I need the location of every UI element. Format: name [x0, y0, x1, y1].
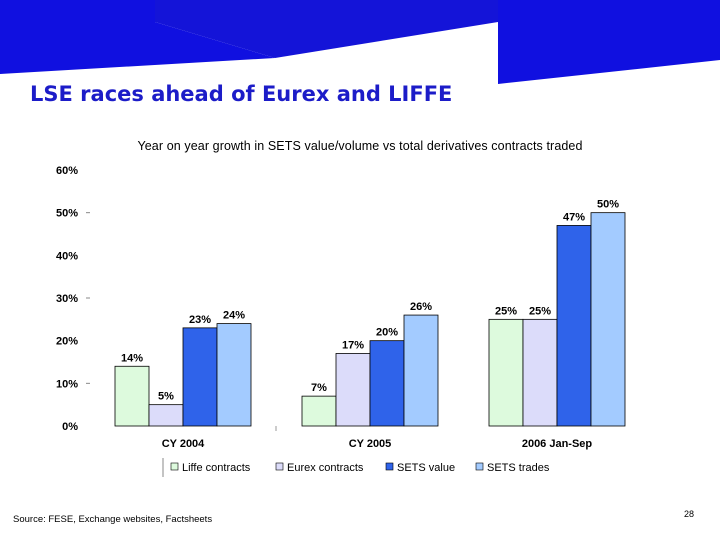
page-number: 28: [684, 509, 695, 519]
y-tick-label: 0%: [62, 421, 78, 433]
data-label: 25%: [529, 305, 551, 317]
bar-sets-value-1: [369, 340, 405, 427]
legend-label: Liffe contracts: [182, 462, 251, 474]
y-tick-label: 20%: [56, 336, 78, 348]
x-axis-categories: CY 2004 CY 2005 2006 Jan-Sep: [162, 426, 593, 450]
data-label: 50%: [597, 199, 619, 211]
bar-sets-trades-0: [216, 323, 252, 427]
legend-swatch: [275, 462, 284, 471]
data-label: 26%: [410, 301, 432, 313]
data-label: 23%: [189, 314, 211, 326]
bar-sets-trades-2: [590, 212, 626, 427]
source-note: Source: FESE, Exchange websites, Factshe…: [13, 514, 213, 525]
bar-eurex-contracts-1: [335, 353, 371, 427]
y-tick-label: 60%: [56, 165, 78, 177]
header-banner: [0, 0, 720, 84]
data-label: 25%: [495, 305, 517, 317]
bar-sets-value-0: [182, 327, 218, 427]
x-category-label: 2006 Jan-Sep: [522, 438, 593, 450]
x-category-label: CY 2005: [349, 438, 392, 450]
bar-liffe-contracts-0: [114, 365, 150, 427]
legend-swatch: [475, 462, 484, 471]
data-label: 14%: [121, 352, 143, 364]
legend-swatch: [170, 462, 179, 471]
banner-shape-left: [0, 0, 275, 74]
bar-eurex-contracts-0: [148, 404, 184, 427]
y-tick-label: 50%: [56, 208, 78, 220]
y-axis-ticks: 0% 10% 20% 30% 40% 50% 60%: [56, 165, 90, 433]
x-category-label: CY 2004: [162, 438, 205, 450]
legend-label: SETS value: [397, 462, 455, 474]
y-tick-label: 10%: [56, 378, 78, 390]
data-label: 17%: [342, 339, 364, 351]
legend-swatch: [385, 462, 394, 471]
banner-shape-right: [498, 0, 720, 84]
data-label: 20%: [376, 327, 398, 339]
slide-title: LSE races ahead of Eurex and LIFFE: [30, 82, 453, 106]
bar-sets-value-2: [556, 225, 592, 427]
legend-label: SETS trades: [487, 462, 550, 474]
legend: Liffe contracts Eurex contracts SETS value…: [162, 458, 550, 477]
bar-liffe-contracts-2: [488, 318, 524, 427]
bar-liffe-contracts-1: [301, 395, 337, 427]
chart-title: Year on year growth in SETS value/volume…: [137, 139, 583, 153]
legend-label: Eurex contracts: [287, 462, 364, 474]
data-label: 5%: [158, 391, 174, 403]
data-label: 47%: [563, 211, 585, 223]
bar-eurex-contracts-2: [522, 318, 558, 427]
data-label: 7%: [311, 382, 327, 394]
data-label: 24%: [223, 310, 245, 322]
bar-sets-trades-1: [403, 314, 439, 427]
chart-bars: [114, 212, 626, 427]
data-labels: 14% 7% 25% 5% 17% 25% 23% 20% 47% 24% 26% 50%: [121, 199, 619, 403]
y-tick-label: 40%: [56, 250, 78, 262]
y-tick-label: 30%: [56, 293, 78, 305]
banner-shape-middle: [155, 0, 498, 58]
